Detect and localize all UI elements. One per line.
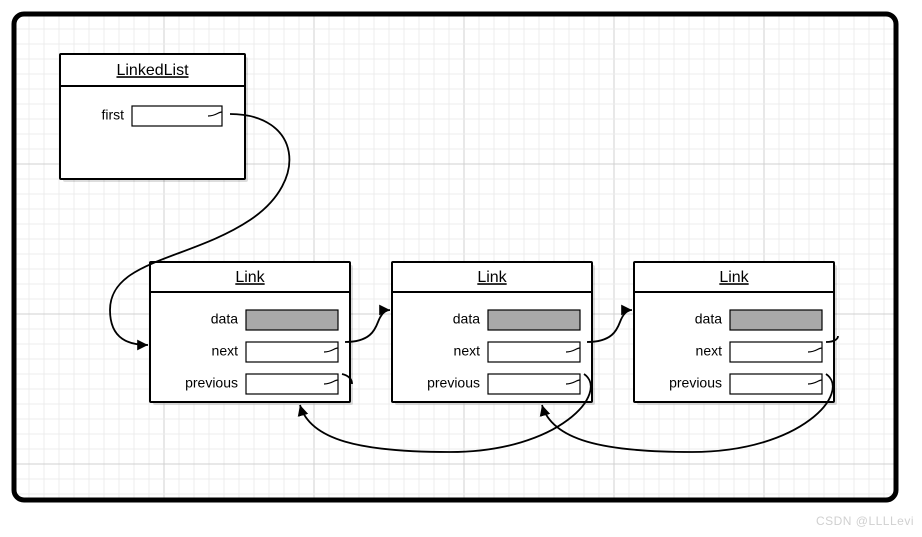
watermark-text: CSDN @LLLLevi: [816, 514, 914, 528]
diagram-root: LinkedList first Link data next previous Link d…: [0, 0, 922, 532]
node-title: Link: [235, 269, 265, 286]
field-label-next: next: [212, 343, 239, 359]
node-link1: Link data next previous: [150, 262, 353, 405]
field-label-first: first: [101, 107, 124, 123]
node-link3: Link data next previous: [634, 262, 837, 405]
node-title: Link: [719, 269, 749, 286]
field-label-next: next: [696, 343, 723, 359]
node-title: Link: [477, 269, 507, 286]
field-box-data: [730, 310, 822, 330]
diagram-svg: LinkedList first Link data next previous Link d…: [0, 0, 922, 532]
field-box-data: [488, 310, 580, 330]
field-label-data: data: [695, 311, 722, 327]
field-label-previous: previous: [427, 375, 480, 391]
node-title: LinkedList: [116, 62, 189, 79]
field-label-data: data: [211, 311, 238, 327]
field-label-previous: previous: [669, 375, 722, 391]
node-link2: Link data next previous: [392, 262, 595, 405]
field-box-data: [246, 310, 338, 330]
field-label-data: data: [453, 311, 480, 327]
node-list: LinkedList first: [60, 54, 248, 182]
field-label-previous: previous: [185, 375, 238, 391]
field-label-next: next: [454, 343, 481, 359]
